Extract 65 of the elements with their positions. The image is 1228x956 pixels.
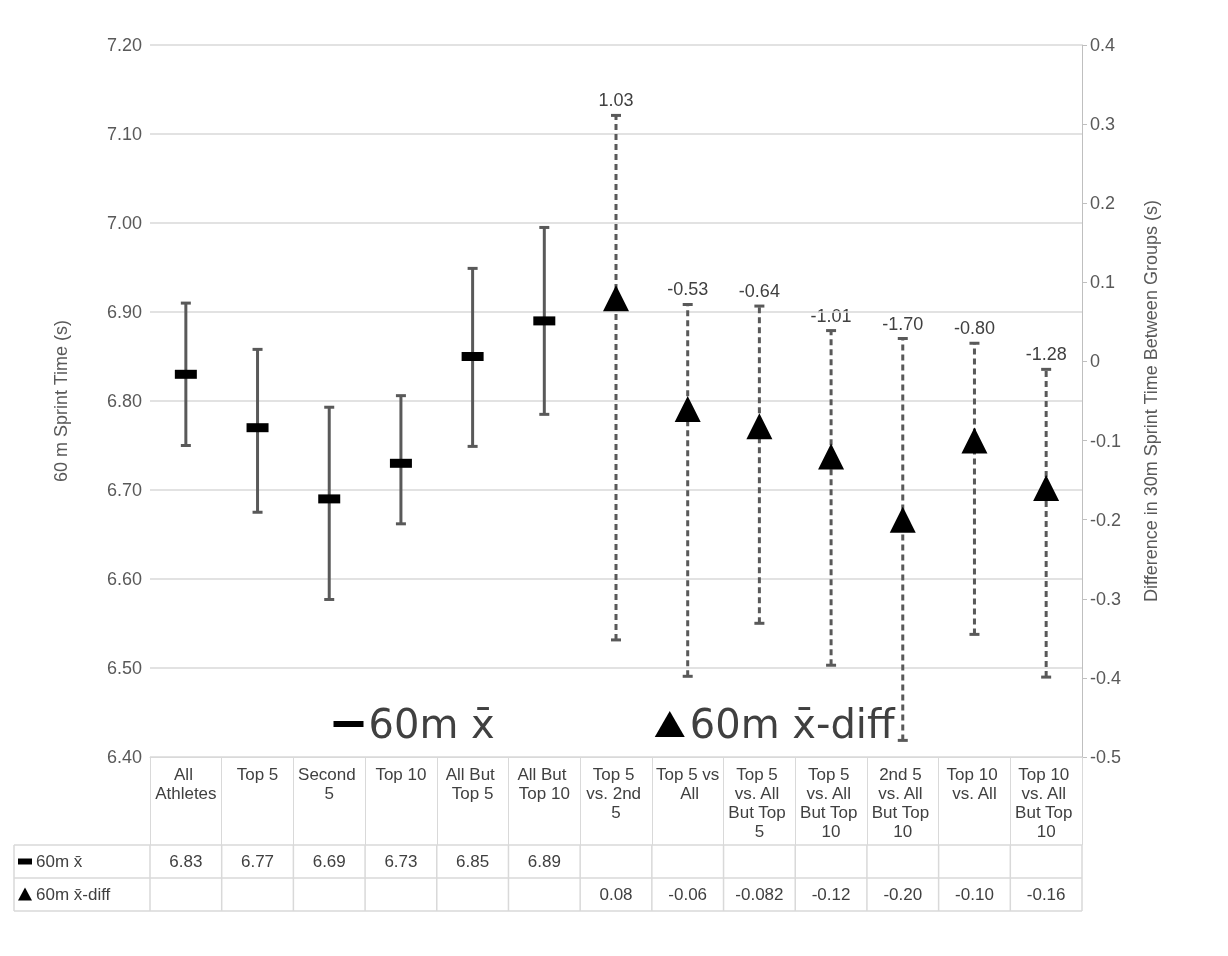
y2-tick-label: -0.2 <box>1090 509 1122 530</box>
y-tick-label: 6.50 <box>106 658 142 678</box>
y-axis-title: 60 m Sprint Time (s) <box>51 319 71 483</box>
data-label: 6.69 <box>312 852 346 871</box>
data-label: -0.12 <box>811 885 851 904</box>
data-label: -0.20 <box>883 885 923 904</box>
x-tick-label: Top 5 <box>236 765 279 784</box>
y2-axis-title: Difference in 30m Sprint Time Between Groups (s) <box>1141 200 1161 602</box>
point <box>746 413 773 440</box>
x-tick-label: Top 5 vs. All But Top 10 <box>800 765 863 841</box>
text: 60m x̄ <box>36 852 83 871</box>
y2-tick-label: 0 <box>1090 351 1101 372</box>
annotation: -1.70 <box>882 313 924 334</box>
x-tick-label: All But Top 10 <box>517 765 572 803</box>
y-tick-label: 6.70 <box>106 480 142 500</box>
annotation: -1.01 <box>810 305 852 326</box>
y-tick-label: 6.40 <box>106 747 142 767</box>
y-tick-label: 7.00 <box>106 213 142 233</box>
annotation: -1.28 <box>1025 344 1067 365</box>
legend-label: 60m x̄-diff <box>689 701 896 747</box>
y2-tick-label: 0.4 <box>1090 35 1116 55</box>
data-label: -0.10 <box>955 885 994 904</box>
point <box>674 395 701 422</box>
legend-label: 60m x̄ <box>368 701 495 747</box>
y2-tick-label: 0.1 <box>1090 272 1116 293</box>
y-tick-label: 7.10 <box>106 124 142 144</box>
point <box>818 443 845 470</box>
data-label: 6.85 <box>456 852 490 871</box>
y2-tick-label: -0.1 <box>1090 430 1122 451</box>
y2-tick-label: 0.3 <box>1090 114 1116 135</box>
x-tick-label: Top 10 vs. All <box>946 765 1003 803</box>
annotation: -0.64 <box>738 281 780 302</box>
point <box>889 506 916 533</box>
y-tick-label: 6.60 <box>106 569 142 589</box>
data-label: 6.77 <box>240 852 275 871</box>
data-label: -0.06 <box>668 885 708 904</box>
point <box>1033 475 1060 502</box>
x-tick-label: Top 10 vs. All But Top 10 <box>1015 765 1078 841</box>
x-tick-label: Second 5 <box>298 765 361 803</box>
y-tick-label: 6.80 <box>106 391 142 411</box>
x-tick-label: 2nd 5 vs. All But Top 10 <box>871 765 934 841</box>
y2-tick-label: -0.3 <box>1090 588 1122 609</box>
text: 60m x̄-diff <box>36 885 111 904</box>
data-label: -0.082 <box>735 885 784 904</box>
x-tick-label: Top 5 vs. All But Top 5 <box>728 765 791 841</box>
y-tick-label: 7.20 <box>106 35 142 55</box>
x-tick-label: Top 5 vs All <box>656 765 720 803</box>
annotation: 1.03 <box>598 90 634 111</box>
x-tick-label: Top 5 vs. 2nd 5 <box>586 765 646 822</box>
y2-tick-label: -0.4 <box>1090 667 1122 688</box>
y2-tick-label: -0.5 <box>1090 747 1122 767</box>
annotation: -0.53 <box>667 279 709 300</box>
point <box>961 427 988 454</box>
data-label: 6.89 <box>527 852 561 871</box>
data-label: 6.73 <box>384 852 418 871</box>
point <box>603 285 629 312</box>
data-label: -0.16 <box>1026 885 1066 904</box>
x-tick-label: All Athletes <box>155 765 217 803</box>
y2-tick-label: 0.2 <box>1090 193 1116 214</box>
data-label: 0.08 <box>599 885 633 904</box>
x-tick-label: All But Top 5 <box>445 765 500 803</box>
y-tick-label: 6.90 <box>106 302 142 322</box>
x-tick-label: Top 10 <box>375 765 427 784</box>
data-label: 6.83 <box>169 852 203 871</box>
annotation: -0.80 <box>953 318 995 339</box>
